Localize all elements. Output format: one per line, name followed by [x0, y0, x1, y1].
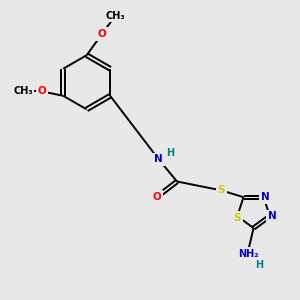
- Text: O: O: [153, 192, 161, 202]
- Text: CH₃: CH₃: [105, 11, 125, 21]
- Text: CH₃: CH₃: [13, 86, 33, 96]
- Text: S: S: [234, 213, 241, 223]
- Text: N: N: [154, 154, 163, 164]
- Text: H: H: [255, 260, 263, 269]
- Text: O: O: [98, 29, 106, 39]
- Text: S: S: [218, 185, 225, 195]
- Text: H: H: [166, 148, 174, 158]
- Text: N: N: [268, 211, 277, 221]
- Text: O: O: [38, 86, 46, 96]
- Text: NH₂: NH₂: [238, 249, 259, 259]
- Text: N: N: [261, 192, 269, 202]
